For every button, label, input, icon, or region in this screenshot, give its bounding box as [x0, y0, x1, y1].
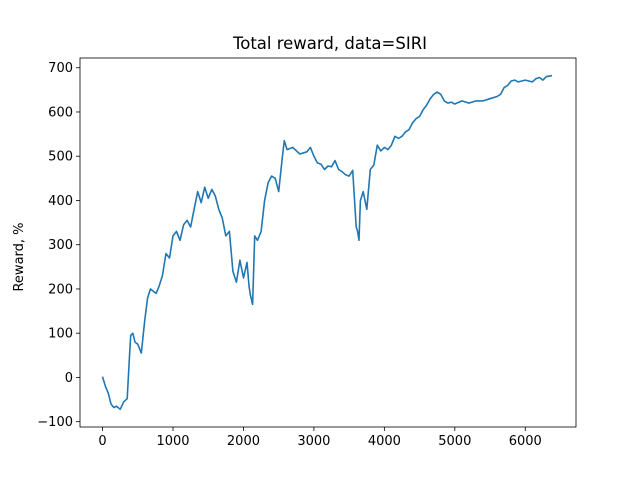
y-tick-label: 300 [48, 238, 73, 253]
y-tick-label: 0 [65, 371, 73, 386]
y-axis-label: Reward, % [12, 222, 27, 291]
x-tick-label: 2000 [227, 434, 260, 449]
x-tick-label: 4000 [368, 434, 401, 449]
y-tick-label: 600 [48, 105, 73, 120]
chart-title: Total reward, data=SIRI [232, 34, 427, 53]
y-tick-label: 200 [48, 282, 73, 297]
y-tick-label: −100 [37, 415, 73, 430]
y-tick-label: 400 [48, 194, 73, 209]
plot-area: 0 1000 2000 3000 4000 5000 6000 −100 0 100 200 300 4… [37, 57, 577, 449]
x-tick-label: 1000 [156, 434, 189, 449]
y-tick-label: 700 [48, 61, 73, 76]
series-line-0 [101, 74, 553, 411]
plot-frame [79, 57, 577, 428]
x-tick-label: 6000 [509, 434, 542, 449]
x-tick-label: 5000 [438, 434, 471, 449]
y-tick-label: 500 [48, 150, 73, 165]
x-tick-label: 3000 [297, 434, 330, 449]
x-tick-label: 0 [98, 434, 106, 449]
y-tick-label: 100 [48, 327, 73, 342]
